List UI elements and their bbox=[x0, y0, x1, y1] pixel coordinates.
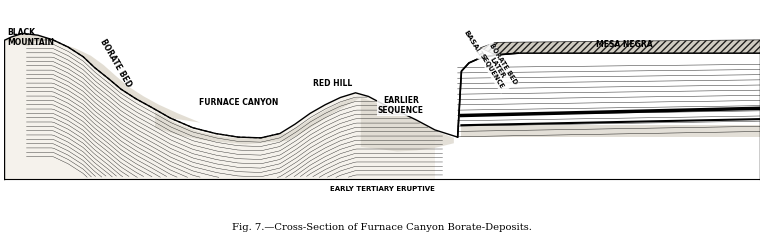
Text: EARLY TERTIARY ERUPTIVE: EARLY TERTIARY ERUPTIVE bbox=[329, 186, 435, 192]
Polygon shape bbox=[4, 33, 760, 179]
Polygon shape bbox=[481, 40, 760, 55]
Text: RED HILL: RED HILL bbox=[313, 79, 352, 88]
Polygon shape bbox=[4, 33, 435, 179]
Polygon shape bbox=[461, 125, 760, 137]
Text: EARLIER
SEQUENCE: EARLIER SEQUENCE bbox=[378, 96, 424, 115]
Polygon shape bbox=[458, 53, 760, 179]
Text: MESA NEGRA: MESA NEGRA bbox=[596, 40, 652, 49]
Polygon shape bbox=[4, 33, 200, 123]
Text: BASALT: BASALT bbox=[462, 30, 484, 59]
Text: Fig. 7.—Cross-Section of Furnace Canyon Borate-Deposits.: Fig. 7.—Cross-Section of Furnace Canyon … bbox=[232, 223, 532, 232]
Text: BORATE BED
LATER
SEQUENCE: BORATE BED LATER SEQUENCE bbox=[476, 42, 518, 93]
Polygon shape bbox=[361, 97, 454, 151]
Text: BORATE BED: BORATE BED bbox=[99, 37, 133, 89]
Polygon shape bbox=[155, 97, 361, 144]
Text: FURNACE CANYON: FURNACE CANYON bbox=[199, 98, 278, 107]
Text: BLACK
MOUNTAIN: BLACK MOUNTAIN bbox=[8, 28, 54, 47]
